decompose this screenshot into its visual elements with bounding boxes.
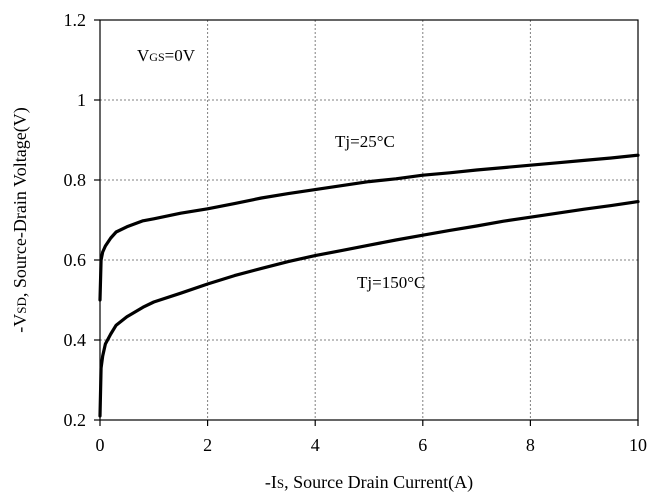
x-tick-label: 0 — [96, 435, 105, 455]
ticks — [94, 19, 639, 426]
y-axis-title: -VSD, Source-Drain Voltage(V) — [10, 107, 31, 332]
x-tick-label: 8 — [526, 435, 535, 455]
y-tick-label: 1 — [77, 90, 86, 110]
x-axis-title: -IS, Source Drain Current(A) — [265, 472, 473, 493]
y-tick-label: 0.2 — [64, 410, 87, 430]
x-tick-label: 2 — [203, 435, 212, 455]
x-tick-labels: 0 2 4 6 8 10 — [96, 435, 648, 455]
tj25-label: Tj=25°C — [335, 132, 395, 151]
series-line-tj150 — [98, 200, 640, 418]
x-tick-label: 4 — [311, 435, 320, 455]
y-tick-labels: 0.2 0.4 0.6 0.8 1 1.2 — [64, 10, 87, 430]
y-tick-label: 1.2 — [64, 10, 87, 30]
x-tick-label: 10 — [629, 435, 647, 455]
y-tick-label: 0.8 — [64, 170, 87, 190]
series-line-tj25 — [98, 153, 640, 302]
curves — [98, 153, 640, 418]
tj150-label: Tj=150°C — [357, 273, 425, 292]
plot-frame — [99, 19, 639, 421]
y-tick-label: 0.6 — [64, 250, 87, 270]
vgs-annotation: VGS=0V — [137, 46, 196, 65]
y-tick-label: 0.4 — [64, 330, 87, 350]
x-tick-label: 6 — [418, 435, 427, 455]
